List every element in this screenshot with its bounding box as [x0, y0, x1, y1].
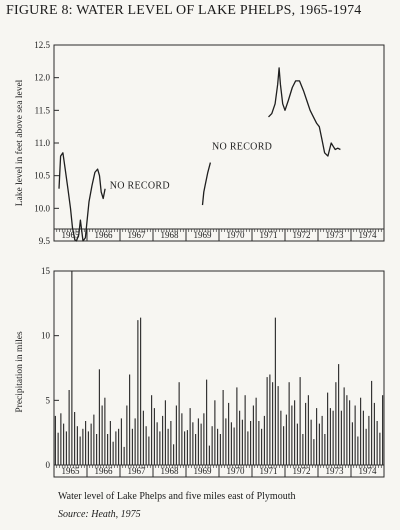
precipitation-x-tick-label: 1965 — [62, 466, 81, 476]
lake-level-x-tick-label: 1973 — [326, 230, 345, 240]
lake-level-x-tick-label: 1974 — [359, 230, 378, 240]
no-record-annotation: NO RECORD — [110, 181, 170, 192]
lake-level-y-tick-label: 10.5 — [34, 171, 50, 181]
lake-level-y-tick-label: 12.0 — [34, 73, 50, 83]
figure-title: FIGURE 8: WATER LEVEL OF LAKE PHELPS, 19… — [6, 3, 362, 18]
precipitation-x-tick-label: 1974 — [359, 466, 378, 476]
precipitation-x-tick-label: 1972 — [293, 466, 311, 476]
lake-level-y-axis-label: Lake level in feet above sea level — [14, 79, 25, 206]
lake-level-line — [58, 152, 106, 242]
precipitation-bars — [54, 271, 384, 465]
precipitation-y-tick-label: 10 — [41, 331, 51, 341]
figure-source: Source: Heath, 1975 — [58, 509, 141, 520]
precipitation-plot-frame — [53, 270, 385, 478]
precipitation-y-axis-label: Precipitation in miles — [15, 331, 25, 413]
precipitation-x-tick-label: 1968 — [161, 466, 180, 476]
precipitation-x-tick-label: 1973 — [326, 466, 345, 476]
lake-level-x-tick-label: 1972 — [293, 230, 311, 240]
precipitation-y-axis: 0 5 10 15 — [41, 266, 59, 470]
lake-level-series — [58, 67, 341, 242]
lake-level-y-axis: 9.5 10.0 10.5 11.0 11.5 12.0 12.5 — [34, 40, 59, 246]
lake-level-x-tick-label: 1969 — [194, 230, 213, 240]
precipitation-x-tick-label: 1971 — [260, 466, 278, 476]
lake-level-x-tick-label: 1968 — [161, 230, 180, 240]
precipitation-x-axis: 1965 1966 1967 1968 1969 1970 1971 1972 1973 1974 — [53, 464, 384, 477]
lake-level-chart: 9.5 10.0 10.5 11.0 11.5 12.0 12.5 1965 1966 1967… — [14, 40, 385, 246]
lake-level-x-tick-label: 1966 — [95, 230, 114, 240]
figure-caption: Water level of Lake Phelps and five mile… — [58, 491, 296, 502]
precipitation-x-tick-label: 1967 — [128, 466, 147, 476]
no-record-annotation: NO RECORD — [212, 142, 272, 153]
lake-level-y-tick-label: 11.0 — [35, 138, 51, 148]
lake-level-y-tick-label: 9.5 — [39, 236, 51, 246]
lake-level-x-axis: 1965 1966 1967 1968 1969 1970 1971 1972 1973 1974 — [53, 228, 384, 241]
precipitation-y-tick-label: 5 — [46, 395, 51, 405]
precipitation-x-tick-label: 1969 — [194, 466, 213, 476]
precipitation-y-tick-label: 0 — [46, 460, 51, 470]
precipitation-x-tick-label: 1966 — [95, 466, 114, 476]
lake-level-line — [201, 162, 212, 206]
lake-level-y-tick-label: 10.0 — [34, 203, 50, 213]
precipitation-y-tick-label: 15 — [41, 266, 51, 276]
lake-level-annotations: NO RECORD NO RECORD — [110, 142, 272, 192]
lake-level-y-tick-label: 12.5 — [34, 40, 50, 50]
lake-level-x-tick-label: 1965 — [62, 230, 81, 240]
lake-level-x-tick-label: 1970 — [227, 230, 246, 240]
lake-level-x-tick-label: 1971 — [260, 230, 278, 240]
lake-level-line — [268, 67, 341, 157]
lake-level-y-tick-label: 11.5 — [35, 105, 51, 115]
lake-level-x-tick-label: 1967 — [128, 230, 147, 240]
precipitation-x-tick-label: 1970 — [227, 466, 246, 476]
